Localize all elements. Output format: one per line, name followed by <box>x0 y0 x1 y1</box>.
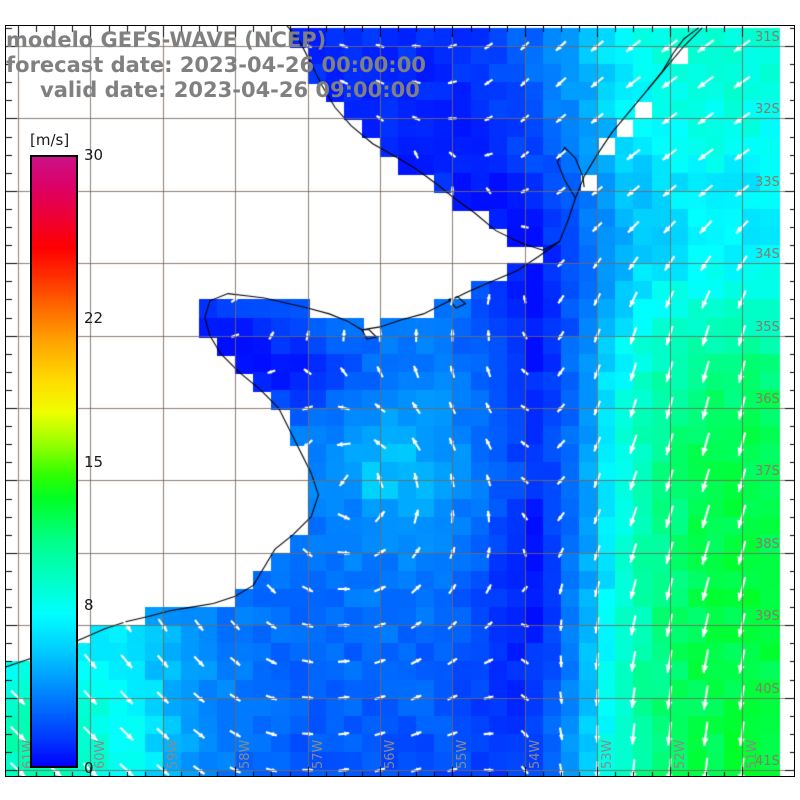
colorbar-unit-label: [m/s] <box>30 131 70 149</box>
graticule-grid <box>6 26 794 776</box>
plot-frame <box>5 25 795 777</box>
colorbar-tick-8: 8 <box>84 595 94 614</box>
colorbar-tick-0: 0 <box>84 759 94 777</box>
colorbar-tick-30: 30 <box>84 146 104 164</box>
colorbar-tick-15: 15 <box>84 452 104 471</box>
colorbar-tick-22: 22 <box>84 309 104 328</box>
colorbar-gradient <box>30 155 78 768</box>
